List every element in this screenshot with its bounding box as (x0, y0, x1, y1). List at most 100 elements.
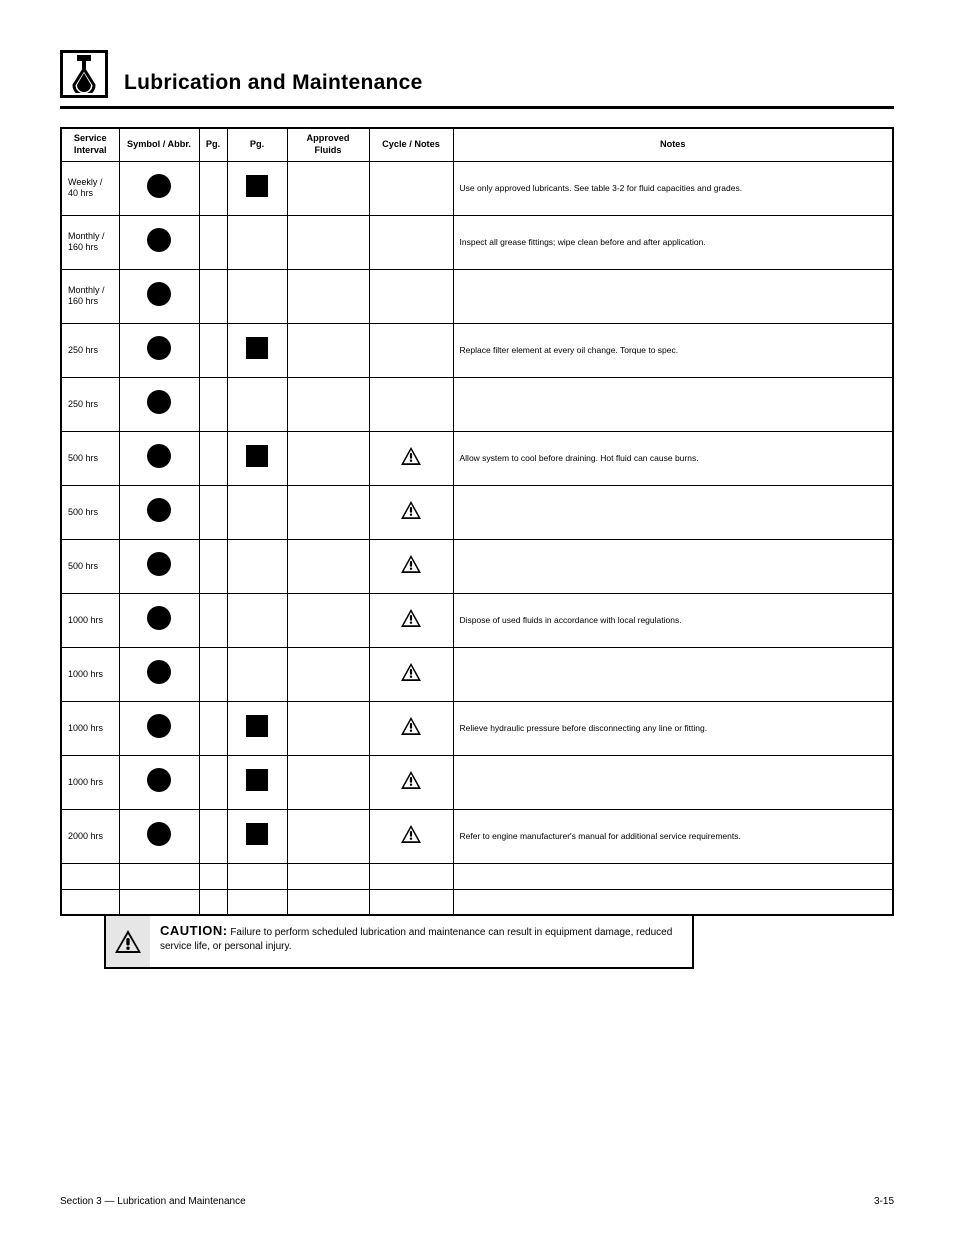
cell-cycle (369, 755, 453, 809)
dot-icon (147, 768, 171, 792)
cell-cycle (369, 215, 453, 269)
cell-pg-b (227, 269, 287, 323)
cell-symbol (119, 485, 199, 539)
table-row: 1000 hrs Dispose of used fluids in accor… (61, 593, 893, 647)
dot-icon (147, 552, 171, 576)
cell-interval: 1000 hrs (61, 647, 119, 701)
cell-note (453, 539, 893, 593)
cell-fluid (287, 323, 369, 377)
cell-cycle (369, 269, 453, 323)
table-row: 2000 hrs Refer to engine manufacturer's … (61, 809, 893, 863)
warning-icon (401, 457, 421, 467)
cell-pg-b (227, 809, 287, 863)
cell-interval: 2000 hrs (61, 809, 119, 863)
cell-interval: 500 hrs (61, 539, 119, 593)
cell-note (453, 269, 893, 323)
square-icon (246, 175, 268, 197)
cell-fluid (287, 269, 369, 323)
cell-interval: Monthly / 160 hrs (61, 215, 119, 269)
warning-icon (401, 781, 421, 791)
cell-cycle (369, 377, 453, 431)
square-icon (246, 445, 268, 467)
cell-interval: Monthly / 160 hrs (61, 269, 119, 323)
cell-symbol (119, 377, 199, 431)
cell-cycle (369, 431, 453, 485)
cell-interval: 250 hrs (61, 323, 119, 377)
cell-fluid (287, 215, 369, 269)
cell-interval: 250 hrs (61, 377, 119, 431)
cell-pg-b (227, 161, 287, 215)
cell-cycle (369, 161, 453, 215)
cell-note: Allow system to cool before draining. Ho… (453, 431, 893, 485)
cell-interval: Weekly / 40 hrs (61, 161, 119, 215)
cell-pg-b (227, 431, 287, 485)
warning-icon (401, 673, 421, 683)
table-header-row: Service Interval Symbol / Abbr. Pg. Pg. … (61, 128, 893, 161)
cell-cycle (369, 539, 453, 593)
caution-icon (106, 916, 150, 967)
table-row: Monthly / 160 hrs (61, 269, 893, 323)
square-icon (246, 823, 268, 845)
lubrication-icon (60, 50, 108, 98)
square-icon (246, 769, 268, 791)
cell-fluid (287, 377, 369, 431)
cell-fluid (287, 485, 369, 539)
cell-note: Inspect all grease fittings; wipe clean … (453, 215, 893, 269)
dot-icon (147, 336, 171, 360)
cell-pg-a (199, 431, 227, 485)
cell-pg-b (227, 593, 287, 647)
cell-fluid (287, 647, 369, 701)
cell-fluid (287, 593, 369, 647)
cell-pg-a (199, 539, 227, 593)
cell-fluid (287, 431, 369, 485)
footer-section: Section 3 — Lubrication and Maintenance (60, 1196, 246, 1207)
table-row: 500 hrs Allow system to cool before drai… (61, 431, 893, 485)
cell-pg-a (199, 701, 227, 755)
warning-icon (401, 619, 421, 629)
dot-icon (147, 660, 171, 684)
dot-icon (147, 390, 171, 414)
cell-note: Relieve hydraulic pressure before discon… (453, 701, 893, 755)
cell-cycle (369, 809, 453, 863)
cell-symbol (119, 755, 199, 809)
table-row (61, 863, 893, 889)
cell-cycle (369, 701, 453, 755)
warning-icon (401, 835, 421, 845)
cell-symbol (119, 809, 199, 863)
cell-cycle (369, 593, 453, 647)
col-page-a: Pg. (199, 128, 227, 161)
dot-icon (147, 174, 171, 198)
dot-icon (147, 714, 171, 738)
cell-pg-a (199, 647, 227, 701)
col-cycle: Cycle / Notes (369, 128, 453, 161)
section-title: Lubrication and Maintenance (124, 71, 423, 95)
cell-note (453, 485, 893, 539)
cell-interval: 1000 hrs (61, 593, 119, 647)
col-notes: Notes (453, 128, 893, 161)
cell-pg-a (199, 485, 227, 539)
cell-symbol (119, 647, 199, 701)
cell-note: Replace filter element at every oil chan… (453, 323, 893, 377)
cell-pg-a (199, 809, 227, 863)
cell-pg-a (199, 323, 227, 377)
cell-pg-b (227, 539, 287, 593)
warning-icon (401, 727, 421, 737)
cell-interval: 1000 hrs (61, 755, 119, 809)
cell-pg-a (199, 755, 227, 809)
table-row: Weekly / 40 hrs Use only approved lubric… (61, 161, 893, 215)
cell-symbol (119, 701, 199, 755)
cell-note: Use only approved lubricants. See table … (453, 161, 893, 215)
cell-symbol (119, 269, 199, 323)
dot-icon (147, 822, 171, 846)
cell-interval: 500 hrs (61, 485, 119, 539)
cell-pg-b (227, 377, 287, 431)
caution-body: Failure to perform scheduled lubrication… (160, 927, 672, 952)
cell-interval: 1000 hrs (61, 701, 119, 755)
cell-pg-a (199, 377, 227, 431)
cell-fluid (287, 755, 369, 809)
cell-pg-b (227, 701, 287, 755)
cell-pg-a (199, 215, 227, 269)
cell-interval: 500 hrs (61, 431, 119, 485)
table-row: 500 hrs (61, 539, 893, 593)
cell-symbol (119, 323, 199, 377)
